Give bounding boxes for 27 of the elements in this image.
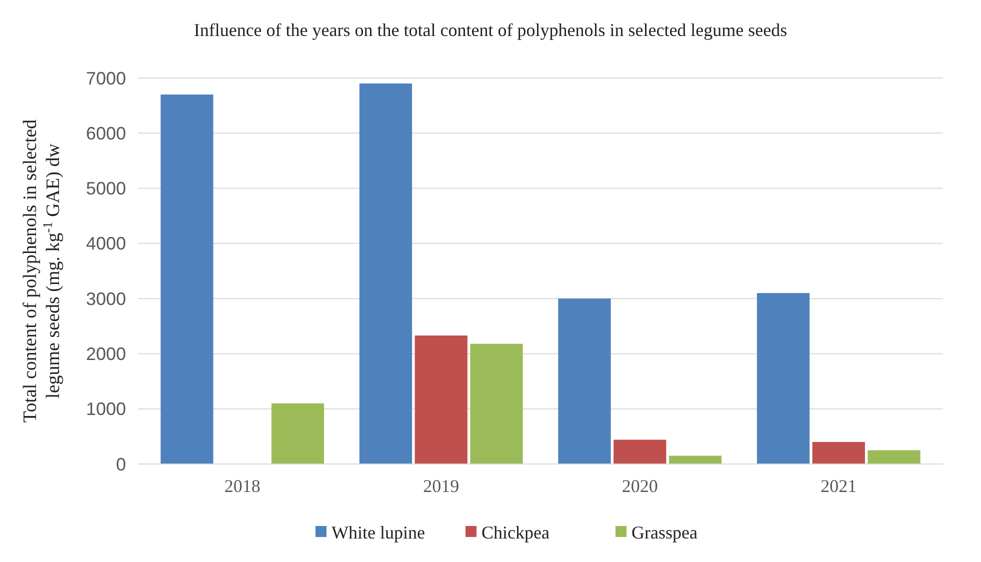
- x-tick-label: 2021: [820, 476, 857, 496]
- legend-label: Chickpea: [482, 522, 550, 542]
- bar: [756, 293, 810, 464]
- bar: [668, 456, 722, 464]
- legend-label: Grasspea: [632, 522, 698, 542]
- x-tick-label: 2018: [224, 476, 260, 496]
- x-tick-label: 2020: [622, 476, 658, 496]
- bar: [812, 442, 865, 464]
- bar: [470, 344, 523, 464]
- bar: [271, 403, 324, 464]
- y-tick-label: 3000: [86, 288, 126, 309]
- x-tick-label: 2019: [423, 476, 460, 496]
- bar: [868, 450, 920, 464]
- bar: [359, 84, 412, 464]
- y-tick-label: 1000: [86, 399, 126, 420]
- chart-title: Influence of the years on the total content of polyphenols in selected legume seeds: [194, 20, 788, 40]
- bar: [414, 336, 468, 464]
- y-tick-label: 2000: [86, 344, 126, 364]
- y-tick-label: 7000: [86, 68, 126, 88]
- y-tick-label: 0: [116, 454, 126, 474]
- legend-label: White lupine: [332, 522, 425, 542]
- y-tick-label: 5000: [86, 178, 126, 199]
- bar: [160, 94, 214, 464]
- y-tick-label: 6000: [86, 123, 126, 144]
- y-tick-label: 4000: [86, 234, 126, 254]
- bar: [558, 298, 611, 464]
- bar: [614, 440, 666, 464]
